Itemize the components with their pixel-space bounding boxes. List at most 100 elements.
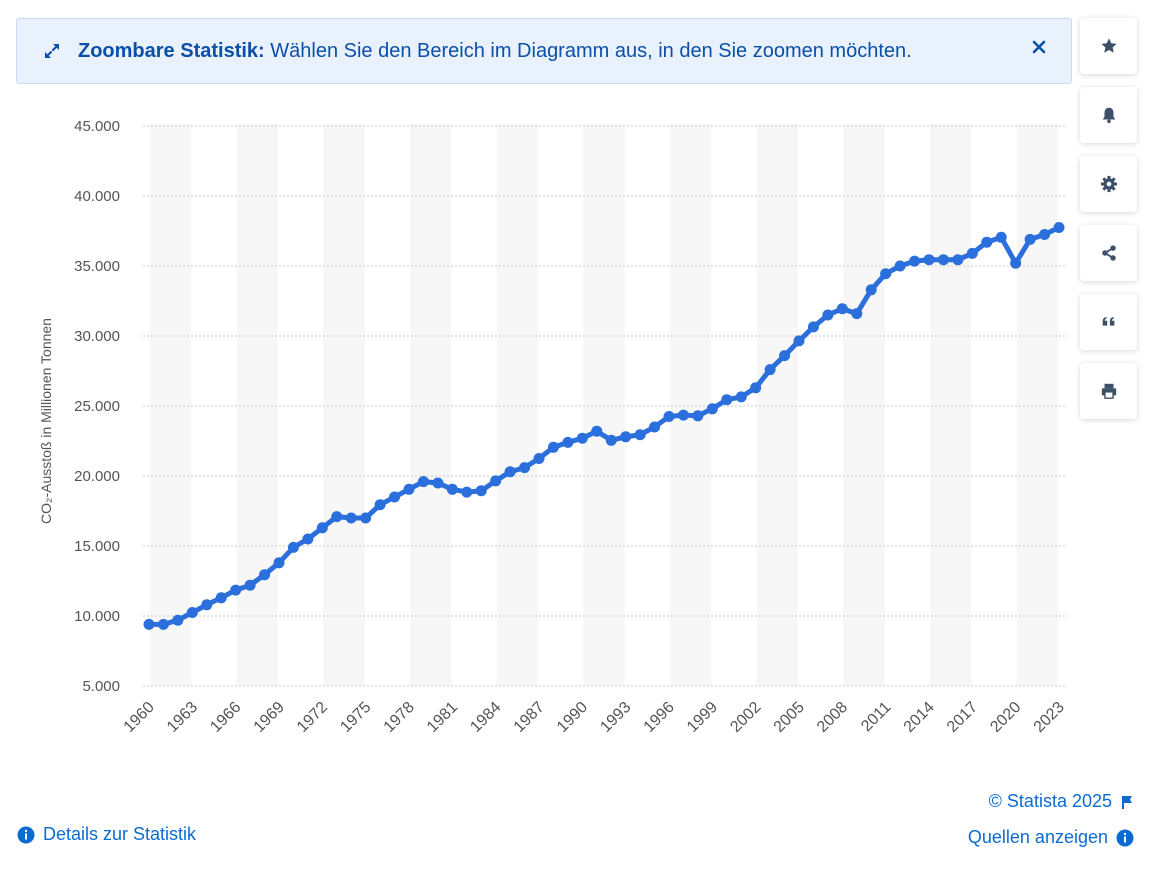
data-point[interactable] [937,254,949,266]
data-point[interactable] [562,436,574,448]
data-point[interactable] [547,441,559,453]
data-point[interactable] [880,268,892,280]
info-icon [1116,829,1134,846]
data-point[interactable] [721,394,733,406]
data-point[interactable] [259,569,271,581]
sources-link[interactable]: Quellen anzeigen [968,827,1134,848]
data-point[interactable] [735,391,747,403]
close-icon[interactable] [1031,39,1047,55]
star-icon [1100,38,1117,53]
banner-text: Zoombare Statistik: Wählen Sie den Berei… [78,40,912,63]
data-point[interactable] [432,477,444,489]
data-point[interactable] [649,421,661,433]
x-tick-label: 1981 [424,699,461,736]
data-point[interactable] [764,364,776,376]
data-point[interactable] [230,584,242,596]
data-point[interactable] [822,309,834,321]
data-point[interactable] [1024,233,1036,245]
data-point[interactable] [287,541,299,553]
copyright-label: © Statista 2025 [988,791,1112,811]
data-point[interactable] [345,512,357,524]
x-tick-label: 1960 [121,699,158,736]
print-button[interactable] [1080,363,1137,419]
data-point[interactable] [1039,229,1051,240]
data-point[interactable] [374,499,386,511]
data-point[interactable] [533,453,545,464]
data-point[interactable] [663,411,675,422]
flag-icon [1122,795,1132,809]
y-tick-label: 40.000 [74,188,120,205]
data-point[interactable] [995,231,1007,243]
data-point[interactable] [186,607,198,618]
data-point[interactable] [793,335,805,347]
data-point[interactable] [446,483,458,495]
share-button[interactable] [1080,225,1137,281]
copyright-link[interactable]: © Statista 2025 [989,791,1134,812]
data-point[interactable] [389,491,401,503]
y-tick-label: 15.000 [74,538,120,555]
expand-icon [45,44,59,58]
data-point[interactable] [923,254,935,266]
data-point[interactable] [417,476,429,488]
data-point[interactable] [244,579,256,591]
data-point[interactable] [273,557,285,569]
data-point[interactable] [952,254,964,266]
data-point[interactable] [302,533,314,545]
data-point[interactable] [576,432,588,444]
data-point[interactable] [909,255,921,267]
cite-button[interactable] [1080,294,1137,350]
data-point[interactable] [316,522,328,534]
data-point[interactable] [201,599,213,611]
gear-icon [1100,175,1117,193]
data-point[interactable] [591,425,603,437]
background-band [843,124,885,686]
data-point[interactable] [894,260,906,272]
data-point[interactable] [1053,222,1065,233]
data-point[interactable] [851,308,863,320]
data-point[interactable] [1010,257,1022,269]
data-point[interactable] [605,434,617,446]
data-point[interactable] [403,483,415,495]
details-link[interactable]: Details zur Statistik [17,824,196,845]
data-point[interactable] [807,321,819,333]
settings-button[interactable] [1080,156,1137,212]
x-tick-label: 2005 [771,699,808,736]
data-point[interactable] [331,511,343,523]
data-point[interactable] [143,618,155,630]
x-tick-label: 2017 [944,699,981,736]
data-point[interactable] [504,466,516,478]
y-axis-label: CO₂-Ausstoß in Millionen Tonnen [38,318,54,524]
y-tick-label: 30.000 [74,328,120,345]
data-point[interactable] [157,618,169,630]
co2-line-chart[interactable]: 5.000 10.000 15.000 20.000 25.000 30.000 35.00… [0,95,1075,765]
data-point[interactable] [360,512,372,524]
data-point[interactable] [706,403,718,415]
data-point[interactable] [981,236,993,248]
data-point[interactable] [519,462,531,474]
y-tick-label: 10.000 [74,608,120,625]
data-point[interactable] [461,486,473,498]
x-tick-label: 1987 [511,699,548,736]
y-tick-label: 25.000 [74,398,120,415]
x-tick-label: 1972 [294,699,331,736]
x-tick-label: 1996 [641,699,678,736]
data-point[interactable] [215,592,227,604]
data-point[interactable] [677,409,689,421]
data-point[interactable] [490,475,502,487]
notification-button[interactable] [1080,87,1137,143]
background-band [323,124,365,686]
data-point[interactable] [836,303,848,315]
data-point[interactable] [475,485,487,497]
data-point[interactable] [779,350,791,362]
data-point[interactable] [692,410,704,422]
data-point[interactable] [620,431,632,443]
data-point[interactable] [865,284,877,296]
banner-message: Wählen Sie den Bereich im Diagramm aus, … [270,40,912,62]
y-tick-label: 20.000 [74,468,120,485]
x-tick-label: 1975 [337,699,374,736]
favorite-button[interactable] [1080,18,1137,74]
data-point[interactable] [172,614,184,626]
data-point[interactable] [634,429,646,441]
data-point[interactable] [966,247,978,259]
data-point[interactable] [750,382,762,394]
